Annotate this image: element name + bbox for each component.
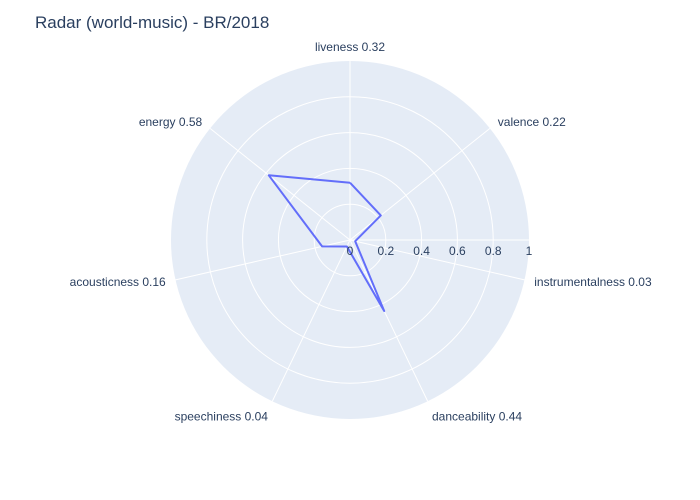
radial-tick-label: 0.2 <box>377 244 394 258</box>
axis-label-valence: valence 0.22 <box>498 115 566 129</box>
axis-label-speechiness: speechiness 0.04 <box>175 409 269 423</box>
angular-grid-spoke <box>349 239 429 402</box>
angular-grid <box>175 61 529 402</box>
radial-tick-labels: 0 0.2 0.4 0.6 0.8 1 <box>347 244 533 258</box>
radial-tick-label: 0.6 <box>449 244 466 258</box>
radial-tick-label: 0.8 <box>485 244 502 258</box>
series-line <box>267 174 386 312</box>
angular-grid-spoke <box>175 239 351 281</box>
axis-label-instrumentalness: instrumentalness 0.03 <box>534 275 652 289</box>
angular-grid-spoke <box>271 239 351 402</box>
radial-tick-label: 0 <box>347 244 354 258</box>
angular-grid-spoke <box>209 128 351 241</box>
axis-label-acousticness: acousticness 0.16 <box>70 275 166 289</box>
axis-label-liveness: liveness 0.32 <box>315 40 385 54</box>
angular-axis-labels: liveness 0.32 valence 0.22 instrumentalnes… <box>70 40 652 423</box>
axis-label-energy: energy 0.58 <box>139 115 203 129</box>
chart-title: Radar (world-music) - BR/2018 <box>35 13 270 32</box>
radial-tick-label: 0.4 <box>413 244 430 258</box>
angular-grid-spoke <box>349 128 491 241</box>
angular-grid-spoke <box>349 239 525 281</box>
axis-label-danceability: danceability 0.44 <box>432 409 522 423</box>
radial-tick-label: 1 <box>526 244 533 258</box>
